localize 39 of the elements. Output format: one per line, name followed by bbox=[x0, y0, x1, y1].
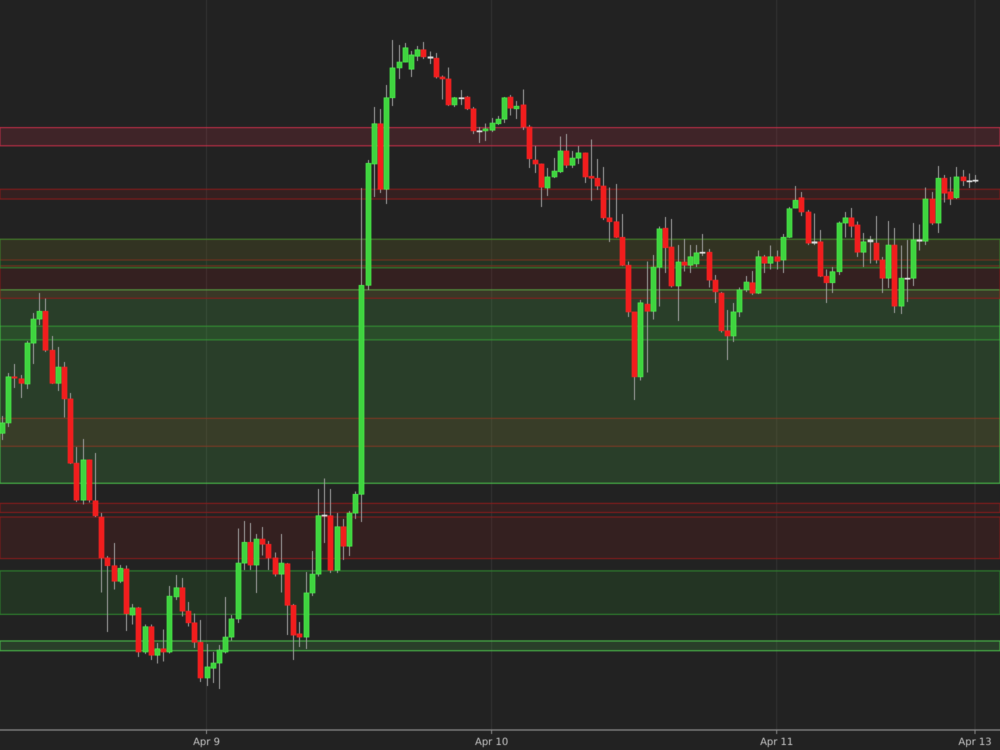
candlestick bbox=[904, 239, 910, 303]
candlestick bbox=[420, 41, 426, 60]
candlestick bbox=[762, 254, 768, 274]
candlestick bbox=[682, 238, 688, 272]
candlestick bbox=[476, 126, 482, 144]
candlestick bbox=[812, 212, 818, 246]
candlestick bbox=[12, 363, 18, 388]
candlestick bbox=[954, 166, 960, 200]
candlestick bbox=[458, 89, 464, 106]
candlestick bbox=[768, 245, 774, 270]
x-tick-label: Apr 13 bbox=[958, 737, 992, 748]
candlestick bbox=[18, 374, 24, 399]
candlestick bbox=[452, 96, 458, 108]
candlestick bbox=[774, 250, 780, 270]
x-tick-label: Apr 9 bbox=[193, 737, 220, 748]
candlestick bbox=[160, 628, 166, 662]
candlestick bbox=[428, 51, 434, 65]
candlestick bbox=[916, 224, 922, 251]
candlestick bbox=[278, 533, 284, 593]
x-tick-label: Apr 11 bbox=[760, 737, 794, 748]
candlestick bbox=[92, 452, 98, 518]
candlestick bbox=[340, 518, 346, 560]
candlestick bbox=[792, 186, 798, 210]
candlestick bbox=[118, 564, 124, 584]
x-tick-label: Apr 10 bbox=[474, 737, 508, 748]
candlestick bbox=[700, 234, 706, 257]
candlestick bbox=[130, 603, 136, 626]
candlestick bbox=[564, 134, 570, 168]
candlestick bbox=[644, 260, 650, 373]
candlestick bbox=[248, 522, 254, 571]
candlestick bbox=[154, 642, 160, 664]
candlestick bbox=[508, 94, 514, 116]
candlestick bbox=[868, 236, 874, 264]
candlestick bbox=[56, 346, 62, 392]
candlestick bbox=[514, 100, 520, 120]
candlestick bbox=[960, 169, 966, 187]
candlestick bbox=[750, 270, 756, 296]
candlestick bbox=[860, 232, 866, 268]
candlestick bbox=[322, 478, 328, 544]
